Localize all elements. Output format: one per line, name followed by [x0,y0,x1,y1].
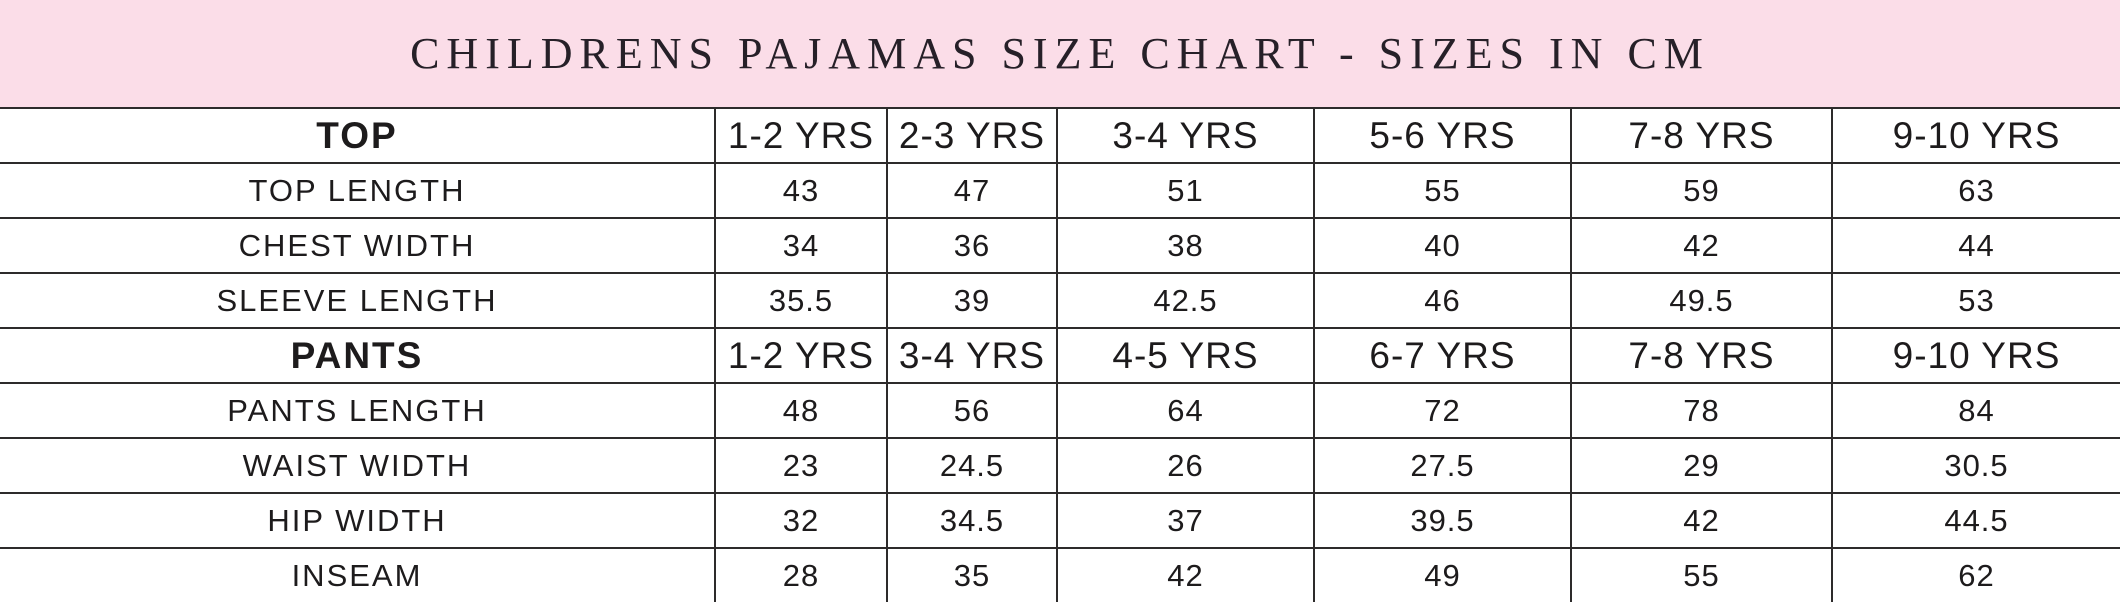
section-header-row-pants: PANTS 1-2 YRS 3-4 YRS 4-5 YRS 6-7 YRS 7-… [0,328,2120,384]
section-header-row-top: TOP 1-2 YRS 2-3 YRS 3-4 YRS 5-6 YRS 7-8 … [0,109,2120,164]
value-cell: 35 [887,548,1058,602]
value-cell: 42 [1057,548,1315,602]
row-label: SLEEVE LENGTH [0,273,716,329]
measurement-row-chest-width: CHEST WIDTH 34 36 38 40 42 44 [0,218,2120,274]
chart-title: CHILDRENS PAJAMAS SIZE CHART - SIZES IN … [410,29,1710,78]
value-cell: 28 [715,548,888,602]
value-cell: 62 [1958,557,1995,593]
size-header-cell: 9-10 YRS [1832,328,2120,384]
size-header-cell: 3-4 YRS [1057,109,1315,164]
measurement-row-sleeve-length: SLEEVE LENGTH 35.5 39 42.5 46 49.5 53 [0,273,2120,329]
value-cell: 30.5 [1832,438,2120,494]
measurement-row-waist-width: WAIST WIDTH 23 24.5 26 27.5 29 30.5 [0,438,2120,494]
title-band: CHILDRENS PAJAMAS SIZE CHART - SIZES IN … [0,0,2120,109]
value-cell: 32 [715,493,888,549]
value-cell: 55 [1314,163,1572,219]
value-cell: 37 [1057,493,1315,549]
section-label-top: TOP [0,109,716,164]
measurement-row-top-length: TOP LENGTH 43 47 51 55 59 63 [0,163,2120,219]
value-cell: 63 [1832,163,2120,219]
size-header-cell: 3-4 YRS [887,328,1058,384]
value-cell: 59 [1571,163,1833,219]
row-label: PANTS LENGTH [0,383,716,439]
value-cell: 39.5 [1314,493,1572,549]
value-cell: 29 [1571,438,1833,494]
section-label-pants: PANTS [0,328,716,384]
value-cell: 48 [715,383,888,439]
value-cell: 51 [1057,163,1315,219]
value-cell: 44.5 [1832,493,2120,549]
value-cell: 53 [1832,273,2120,329]
row-label: HIP WIDTH [0,493,716,549]
row-label: INSEAM [0,548,716,602]
size-header-cell: 6-7 YRS [1314,328,1572,384]
value-cell: 49 [1314,548,1572,602]
value-cell: 35.5 [715,273,888,329]
value-cell: 43 [715,163,888,219]
measurement-row-hip-width: HIP WIDTH 32 34.5 37 39.5 42 44.5 [0,493,2120,549]
value-cell: 44 [1832,218,2120,274]
size-header-cell: 1-2 YRS [715,109,888,164]
size-header-cell: 2-3 YRS [887,109,1058,164]
size-header-cell: 9-10 YRS [1832,109,2120,164]
row-label: CHEST WIDTH [0,218,716,274]
value-cell: 36 [887,218,1058,274]
value-cell: 46 [1314,273,1572,329]
value-cell: 34 [715,218,888,274]
value-cell: 47 [887,163,1058,219]
value-cell: 64 [1057,383,1315,439]
size-chart-table: TOP 1-2 YRS 2-3 YRS 3-4 YRS 5-6 YRS 7-8 … [0,109,2120,602]
value-cell: 42.5 [1057,273,1315,329]
row-label: TOP LENGTH [0,163,716,219]
size-header-cell: 4-5 YRS [1057,328,1315,384]
value-cell: 40 [1314,218,1572,274]
measurement-row-inseam: INSEAM 28 35 42 49 55 62 [0,548,2120,602]
value-cell: 39 [887,273,1058,329]
value-cell: 26 [1057,438,1315,494]
value-cell: 24.5 [887,438,1058,494]
value-cell: 49.5 [1571,273,1833,329]
size-header-cell: 1-2 YRS [715,328,888,384]
value-cell: 78 [1571,383,1833,439]
value-cell: 42 [1571,218,1833,274]
value-cell: 56 [887,383,1058,439]
size-header-cell: 7-8 YRS [1571,328,1833,384]
value-cell: 38 [1057,218,1315,274]
row-label: WAIST WIDTH [0,438,716,494]
size-header-cell: 7-8 YRS [1571,109,1833,164]
value-cell: 84 [1832,383,2120,439]
value-cell: 72 [1314,383,1572,439]
size-header-cell: 5-6 YRS [1314,109,1572,164]
value-cell: 23 [715,438,888,494]
measurement-row-pants-length: PANTS LENGTH 48 56 64 72 78 84 [0,383,2120,439]
value-cell: 55 [1571,548,1833,602]
value-cell: 42 [1571,493,1833,549]
value-cell: 27.5 [1314,438,1572,494]
value-cell: 34.5 [887,493,1058,549]
